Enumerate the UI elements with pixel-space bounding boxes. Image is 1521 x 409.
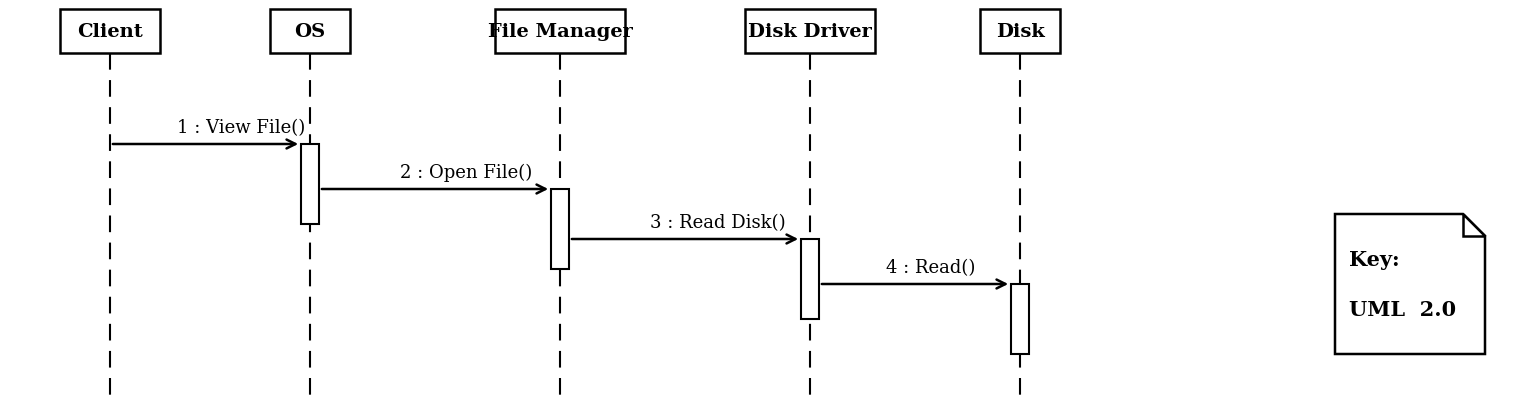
Text: Client: Client <box>78 23 143 41</box>
Bar <box>494 10 625 54</box>
Bar <box>59 10 160 54</box>
Text: 3 : Read Disk(): 3 : Read Disk() <box>649 213 786 231</box>
Text: 4 : Read(): 4 : Read() <box>887 258 975 276</box>
Text: 2 : Open File(): 2 : Open File() <box>400 163 532 182</box>
Bar <box>745 10 875 54</box>
Bar <box>551 189 569 270</box>
Text: File Manager: File Manager <box>488 23 633 41</box>
Text: OS: OS <box>295 23 325 41</box>
Bar <box>980 10 1060 54</box>
Text: UML  2.0: UML 2.0 <box>1349 299 1456 319</box>
Text: Key:: Key: <box>1349 249 1399 269</box>
Polygon shape <box>1463 214 1484 236</box>
Text: Disk: Disk <box>996 23 1045 41</box>
Bar <box>802 239 818 319</box>
Text: Disk Driver: Disk Driver <box>748 23 872 41</box>
Bar <box>271 10 350 54</box>
Text: 1 : View File(): 1 : View File() <box>176 119 306 137</box>
Polygon shape <box>1335 214 1484 354</box>
Bar <box>1011 284 1030 354</box>
Bar <box>301 145 319 225</box>
